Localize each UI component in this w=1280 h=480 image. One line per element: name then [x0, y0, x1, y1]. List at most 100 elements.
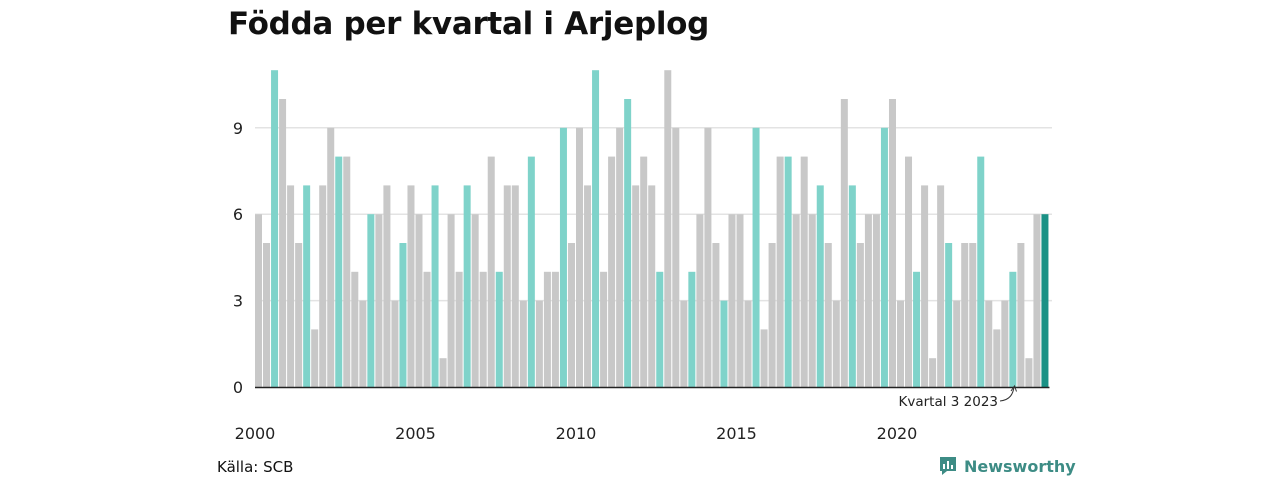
bar	[616, 127, 624, 388]
bar	[872, 214, 880, 387]
bar	[383, 185, 391, 387]
bar	[776, 156, 784, 387]
bar	[905, 156, 913, 387]
bar	[808, 214, 816, 387]
bar	[688, 271, 696, 387]
bar	[856, 243, 864, 387]
bar	[1033, 214, 1041, 387]
x-tick-label: 2020	[877, 424, 918, 443]
bar	[431, 185, 439, 387]
y-tick-label: 9	[233, 119, 243, 138]
x-tick-label: 2015	[716, 424, 757, 443]
bar	[543, 271, 551, 387]
bar	[495, 271, 503, 387]
bar	[1009, 271, 1017, 387]
bar	[576, 127, 583, 388]
bar	[319, 185, 327, 387]
bar	[921, 185, 929, 387]
bar	[640, 156, 648, 387]
bar	[816, 185, 824, 387]
bar	[600, 271, 608, 387]
bar	[407, 185, 415, 387]
bar	[255, 214, 262, 387]
bar	[632, 185, 640, 387]
chart-title: Födda per kvartal i Arjeplog	[228, 6, 710, 42]
bars	[255, 70, 1049, 388]
bar	[367, 214, 375, 387]
bar	[744, 300, 752, 387]
bar	[752, 127, 760, 388]
bar	[696, 214, 704, 387]
bar	[1001, 300, 1009, 387]
bar	[945, 243, 953, 387]
bar	[672, 127, 680, 388]
bar	[559, 127, 567, 388]
bar	[608, 156, 616, 387]
annotation-arrowhead	[1010, 384, 1017, 392]
bar	[929, 358, 937, 387]
bar	[351, 271, 359, 387]
bar	[327, 127, 335, 388]
bar	[993, 329, 1001, 387]
annotation-arrow	[999, 386, 1015, 402]
bar	[648, 185, 656, 387]
bar	[263, 243, 271, 387]
bar	[961, 243, 969, 387]
bar	[656, 271, 664, 387]
bar	[848, 185, 856, 387]
bar	[527, 156, 535, 387]
annotation: Kvartal 3 2023	[898, 384, 1017, 410]
bar	[447, 214, 455, 387]
bar	[800, 156, 808, 387]
brand-logo: Newsworthy	[938, 456, 1076, 476]
newsworthy-icon	[940, 457, 956, 475]
bar	[503, 185, 511, 387]
bar	[279, 99, 287, 387]
bar	[768, 243, 776, 387]
bar	[824, 243, 832, 387]
bar	[287, 185, 295, 387]
bar	[704, 127, 712, 388]
bar	[439, 358, 447, 387]
bar	[551, 271, 559, 387]
bar	[840, 99, 848, 387]
bar	[519, 300, 527, 387]
annotation-label: Kvartal 3 2023	[898, 394, 998, 410]
bar	[977, 156, 985, 387]
bar	[584, 185, 592, 387]
y-tick-label: 6	[233, 205, 243, 224]
x-tick-label: 2005	[395, 424, 436, 443]
bar	[479, 271, 487, 387]
bar	[913, 271, 921, 387]
bar	[937, 185, 945, 387]
bar	[423, 271, 431, 387]
bar	[880, 127, 888, 388]
bar	[311, 329, 319, 387]
bar	[463, 185, 471, 387]
bar	[888, 99, 896, 387]
x-tick-label: 2000	[235, 424, 276, 443]
bar	[511, 185, 519, 387]
bar	[664, 70, 672, 387]
brand-name: Newsworthy	[964, 456, 1076, 476]
bar	[343, 156, 351, 387]
bar	[335, 156, 343, 387]
bar	[897, 300, 904, 387]
bar	[399, 243, 407, 387]
bar	[680, 300, 688, 387]
bar	[391, 300, 399, 387]
bar	[271, 70, 279, 387]
bar	[471, 214, 479, 387]
bar	[1041, 214, 1049, 387]
bar	[415, 214, 423, 387]
bar	[303, 185, 311, 387]
bar	[455, 271, 463, 387]
bar	[760, 329, 768, 387]
axes: 0 3 6 9 2000 2005 2010 2015 2020	[233, 119, 1050, 443]
bar	[375, 214, 383, 387]
bar	[295, 243, 303, 387]
bar	[953, 300, 961, 387]
y-tick-label: 3	[233, 292, 243, 311]
bar	[736, 214, 744, 387]
